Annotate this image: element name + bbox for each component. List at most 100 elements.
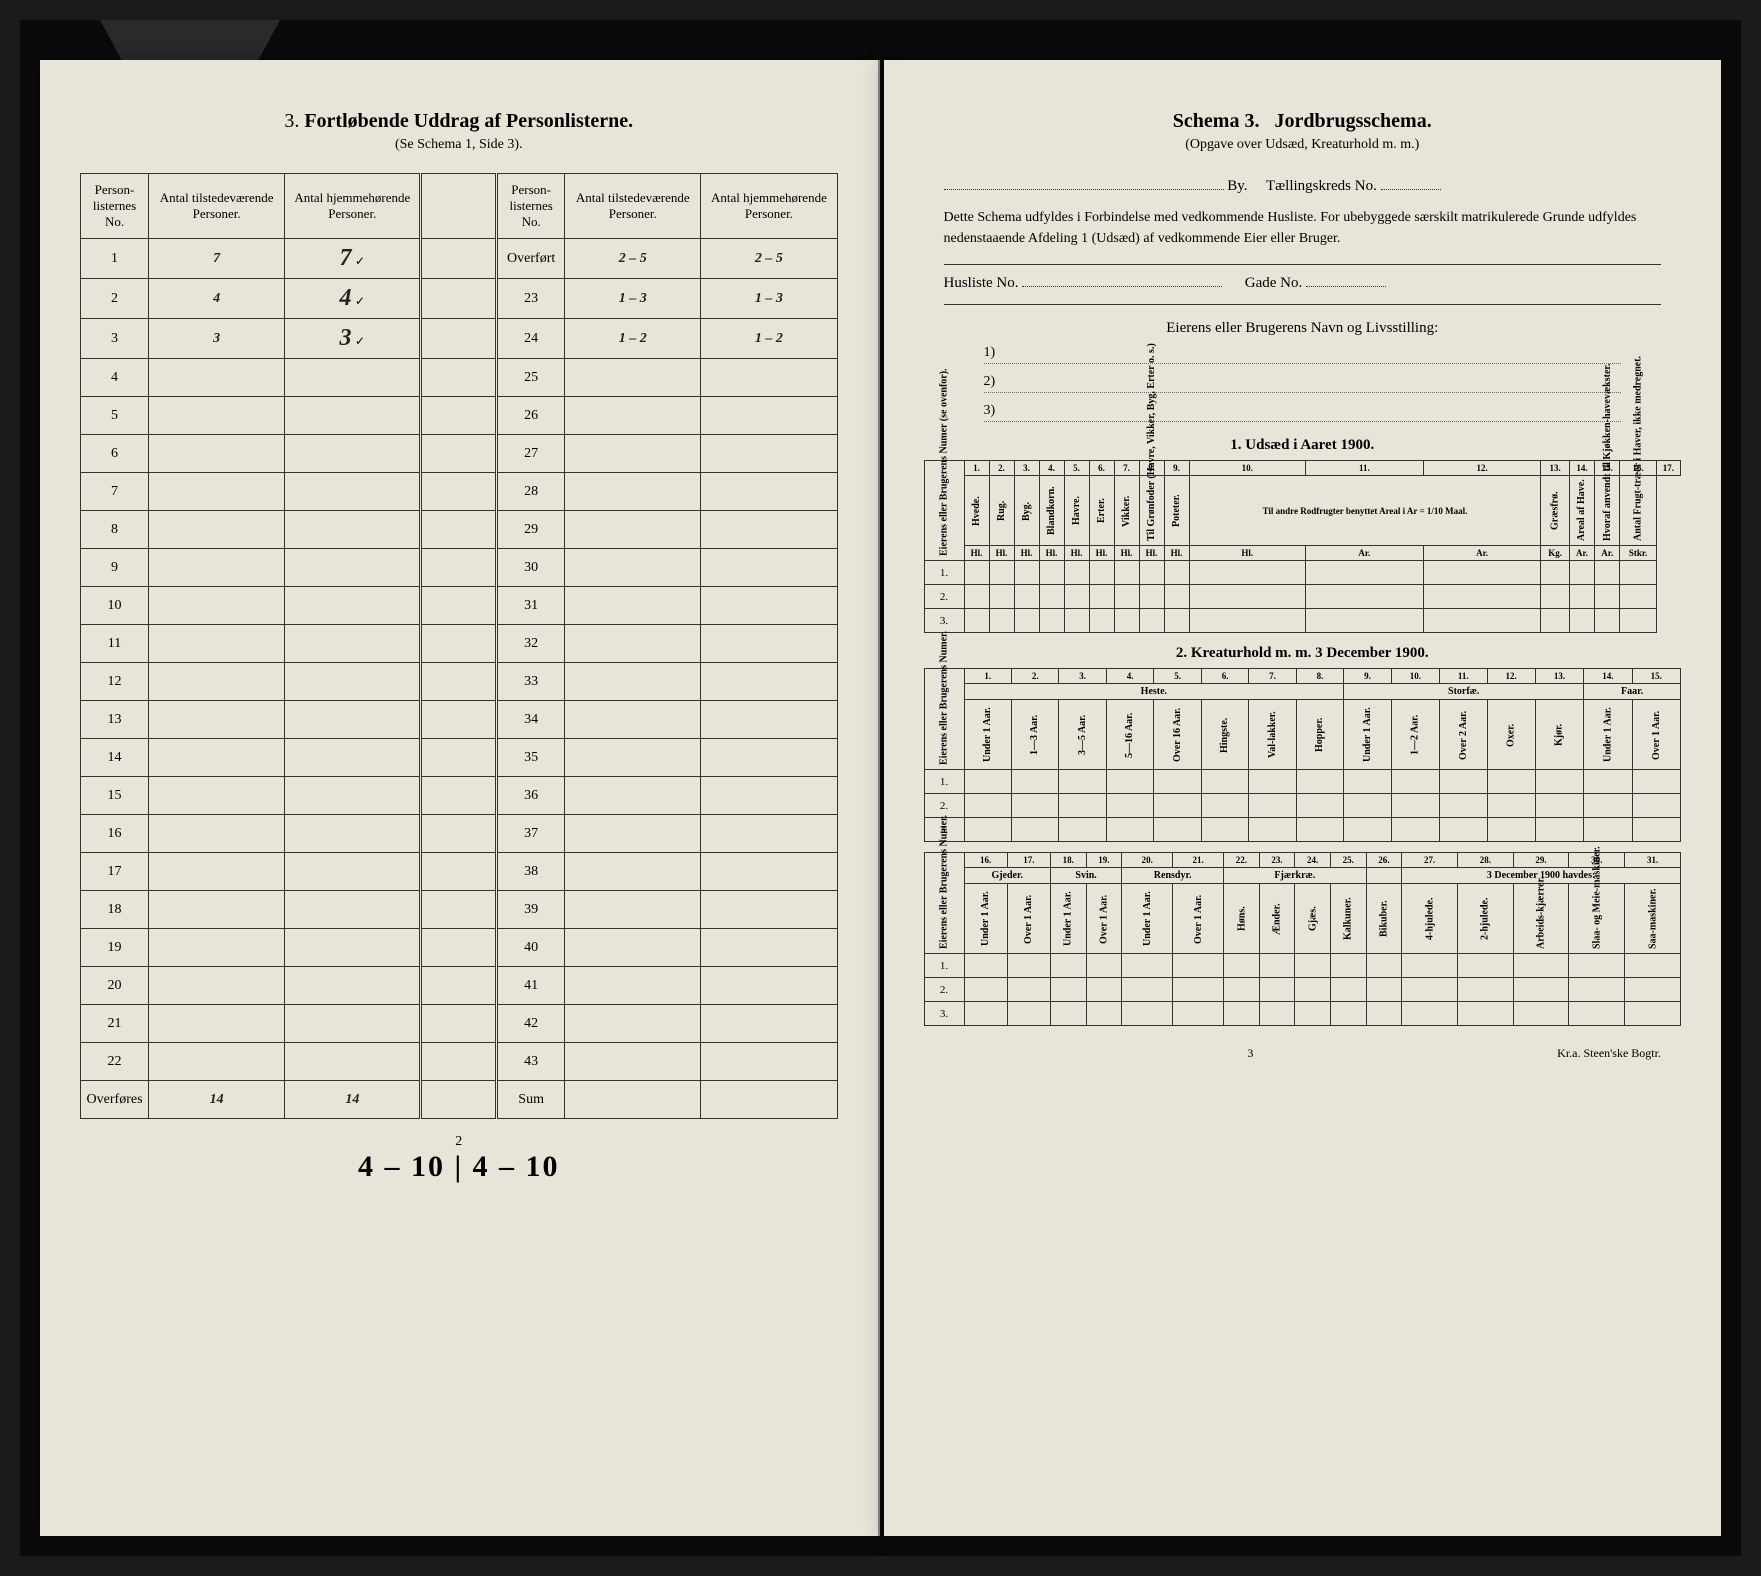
col-header: Gjæs. xyxy=(1295,884,1331,954)
unit-label: Hl. xyxy=(1089,546,1114,561)
cell-value xyxy=(1106,770,1153,794)
row-no: 38 xyxy=(497,853,565,891)
cell-value xyxy=(701,663,837,701)
cell-value: 4 xyxy=(149,279,285,319)
col-num: 18. xyxy=(1050,853,1086,868)
cell-value xyxy=(285,853,421,891)
row-no: 15 xyxy=(81,777,149,815)
cell-value xyxy=(1164,609,1189,633)
col-num: 5. xyxy=(1064,461,1089,476)
cell-value xyxy=(1402,954,1458,978)
cell-value xyxy=(1402,1002,1458,1026)
row-no: 39 xyxy=(497,891,565,929)
unit-label: Hl. xyxy=(1164,546,1189,561)
cell-value xyxy=(149,891,285,929)
col-header: 1—3 Aar. xyxy=(1011,700,1058,770)
cell-value xyxy=(964,770,1011,794)
group-header: Fjærkræ. xyxy=(1224,868,1367,884)
cell-value xyxy=(1625,954,1681,978)
cell-value xyxy=(1064,561,1089,585)
table-row: 333 ✓241 – 21 – 2 xyxy=(81,319,838,359)
cell-value xyxy=(1014,561,1039,585)
cell-value xyxy=(1625,1002,1681,1026)
table-row: 12 33 xyxy=(81,663,838,701)
cell-value xyxy=(1595,585,1620,609)
cell-value xyxy=(964,585,989,609)
printer-credit: Kr.a. Steen'ske Bogtr. xyxy=(1557,1046,1661,1061)
cell-value xyxy=(964,978,1007,1002)
row-no: 18 xyxy=(81,891,149,929)
table-row: 11 32 xyxy=(81,625,838,663)
kreatur-table-a: Eierens eller Brugerens Numer.1.2.3.4.5.… xyxy=(924,668,1682,842)
cell-value xyxy=(149,359,285,397)
cell-value xyxy=(565,967,701,1005)
cell-value xyxy=(1007,1002,1050,1026)
col-num: 29. xyxy=(1513,853,1569,868)
cell-value xyxy=(964,1002,1007,1026)
cell-value xyxy=(1122,978,1173,1002)
cell-value xyxy=(285,549,421,587)
cell-value xyxy=(1569,561,1594,585)
cell-value xyxy=(285,511,421,549)
row-no: 30 xyxy=(497,549,565,587)
col-header: Antal hjemmehørende Personer. xyxy=(701,174,837,239)
row-no: 8 xyxy=(81,511,149,549)
cell-value xyxy=(1039,609,1064,633)
unit-label: Hl. xyxy=(989,546,1014,561)
row-no: Overført xyxy=(497,239,565,279)
cell-value xyxy=(149,777,285,815)
col-header: 2-hjulede. xyxy=(1457,884,1513,954)
col-header: Saa-maskiner. xyxy=(1625,884,1681,954)
table-divider xyxy=(421,549,497,587)
cell-value xyxy=(149,1005,285,1043)
table-row: 177 ✓Overført2 – 52 – 5 xyxy=(81,239,838,279)
table-row: 2. xyxy=(924,794,1681,818)
col-header: Under 1 Aar. xyxy=(1122,884,1173,954)
cell-value xyxy=(565,891,701,929)
row-label: Eierens eller Brugerens Numer. xyxy=(924,853,964,954)
divider-line xyxy=(944,264,1662,265)
row-no: 2. xyxy=(924,585,964,609)
row-no: 28 xyxy=(497,473,565,511)
table-divider xyxy=(421,777,497,815)
col-header: Ænder. xyxy=(1259,884,1295,954)
group-header: Til andre Rodfrugter benyttet Areal i Ar… xyxy=(1189,476,1541,546)
cell-value xyxy=(1541,585,1569,609)
row-no: 26 xyxy=(497,397,565,435)
table-divider xyxy=(421,625,497,663)
table-row: 5 26 xyxy=(81,397,838,435)
cell-value xyxy=(964,954,1007,978)
cell-value xyxy=(1366,954,1402,978)
cell-value xyxy=(1189,609,1305,633)
cell-value xyxy=(565,777,701,815)
row-label: Eierens eller Brugerens Numer. xyxy=(924,669,964,770)
cell-value xyxy=(1513,954,1569,978)
section-1-title: 1. Udsæd i Aaret 1900. xyxy=(924,437,1682,454)
cell-value xyxy=(1114,561,1139,585)
row-no: 34 xyxy=(497,701,565,739)
cell-value xyxy=(701,359,837,397)
row-no: 31 xyxy=(497,587,565,625)
col-header: Havre. xyxy=(1064,476,1089,546)
row-no: 1. xyxy=(924,770,964,794)
cell-value xyxy=(1330,1002,1366,1026)
cell-value: 3 ✓ xyxy=(285,319,421,359)
table-row: 3. xyxy=(924,609,1681,633)
cell-value xyxy=(1086,978,1122,1002)
table-row: 1. xyxy=(924,770,1681,794)
group-header: Rensdyr. xyxy=(1122,868,1224,884)
cell-value xyxy=(285,777,421,815)
col-header: Under 1 Aar. xyxy=(1050,884,1086,954)
unit-label: Hl. xyxy=(1039,546,1064,561)
cell-value xyxy=(1224,954,1260,978)
cell-value xyxy=(1305,561,1423,585)
cell-value xyxy=(565,701,701,739)
cell-value xyxy=(1224,1002,1260,1026)
row-no: 17 xyxy=(81,853,149,891)
col-num: 11. xyxy=(1305,461,1423,476)
col-header: Erter. xyxy=(1089,476,1114,546)
col-header: Rug. xyxy=(989,476,1014,546)
table-row: 2. xyxy=(924,585,1681,609)
title-text: Fortløbende Uddrag af Personlisterne. xyxy=(304,110,633,132)
col-num: 4. xyxy=(1106,669,1153,684)
